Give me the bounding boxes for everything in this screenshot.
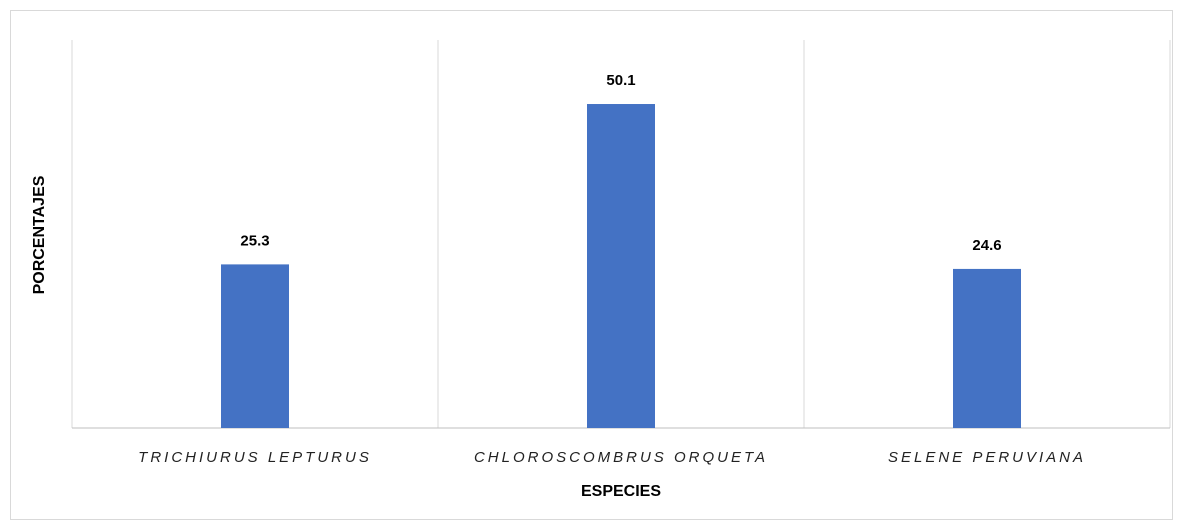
x-tick-label: SELENE PERUVIANA — [888, 449, 1086, 466]
bar — [587, 104, 655, 429]
data-label: 24.6 — [972, 237, 1001, 254]
bar — [221, 264, 289, 428]
x-axis-title: ESPECIES — [581, 483, 661, 500]
x-tick-label: CHLOROSCOMBRUS ORQUETA — [474, 449, 768, 466]
x-tick-label: TRICHIURUS LEPTURUS — [138, 449, 372, 466]
data-label: 25.3 — [240, 232, 269, 249]
data-label: 50.1 — [606, 72, 635, 89]
y-axis-title: PORCENTAJES — [31, 175, 48, 294]
bar — [953, 268, 1021, 428]
